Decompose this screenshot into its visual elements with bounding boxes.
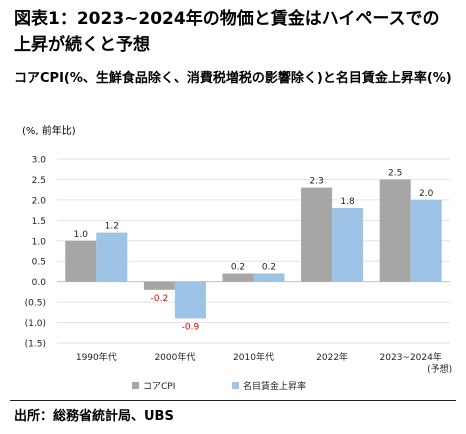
data-label: 2.0 xyxy=(419,189,434,199)
data-labels: 1.0 1.2 -0.2 -0.9 0.2 0.2 2.3 1.8 2.5 2.0 xyxy=(74,168,434,332)
y-tick-label: 2.5 xyxy=(32,176,46,186)
data-label: 0.2 xyxy=(231,262,245,272)
bar-nominal-wage-3 xyxy=(332,208,364,282)
bar-core-cpi-0 xyxy=(65,240,97,282)
y-tick-label: (1.5) xyxy=(25,340,46,350)
y-tick-label: 1.5 xyxy=(32,217,46,227)
legend-swatch xyxy=(232,382,239,389)
bar-core-cpi-4 xyxy=(379,179,411,282)
chart-subtitle: コアCPI(%、生鮮食品除く、消費税増税の影響除く)と名目賃金上昇率(%) xyxy=(14,71,452,86)
bar-nominal-wage-4 xyxy=(410,199,442,282)
y-axis-unit-label: (%, 前年比) xyxy=(22,126,76,137)
y-tick-label: 2.0 xyxy=(32,196,47,206)
data-label: 1.8 xyxy=(340,197,355,207)
data-label: 1.0 xyxy=(74,230,89,240)
bar-nominal-wage-1 xyxy=(174,281,206,319)
bar-core-cpi-2 xyxy=(222,273,254,282)
y-tick-label: (1.0) xyxy=(25,319,46,329)
footer-divider xyxy=(10,400,456,401)
bar-nominal-wage-0 xyxy=(96,232,128,282)
bar-core-cpi-3 xyxy=(301,187,333,282)
x-tick-label: 2023~2024年 xyxy=(380,351,442,363)
y-tick-label: (0.5) xyxy=(25,299,46,309)
y-tick-label: 0.0 xyxy=(32,278,47,288)
x-tick-label: 2022年 xyxy=(316,351,348,363)
bar-core-cpi-1 xyxy=(143,281,175,290)
y-tick-label: 1.0 xyxy=(32,237,47,247)
y-tick-label: 0.5 xyxy=(32,258,46,268)
legend-label: コアCPI xyxy=(143,382,175,392)
data-label: 0.2 xyxy=(262,262,276,272)
legend: コアCPI 名目賃金上昇率 xyxy=(132,380,306,392)
legend-label: 名目賃金上昇率 xyxy=(243,380,306,392)
x-tick-label: 2000年代 xyxy=(154,351,195,363)
source-note: 出所：総務省統計局、UBS xyxy=(14,409,174,424)
x-axis-ticks: 1990年代 2000年代 2010年代 2022年 2023~2024年(予想) xyxy=(76,351,452,375)
x-tick-label: 1990年代 xyxy=(76,351,117,363)
bars xyxy=(65,179,442,319)
chart-title: 図表1：2023~2024年の物価と賃金はハイペースでの上昇が続くと予想 xyxy=(14,9,440,55)
x-tick-label: 2010年代 xyxy=(233,351,274,363)
data-label: 2.5 xyxy=(388,168,402,178)
x-tick-note: (予想) xyxy=(427,363,452,375)
bar-chart: 3.0 2.5 2.0 1.5 1.0 0.5 0.0 (0.5) (1.0) (1.5) 1.0… xyxy=(25,156,453,393)
legend-swatch xyxy=(132,382,139,389)
data-label: 1.2 xyxy=(105,222,119,232)
data-label: -0.2 xyxy=(151,294,169,304)
data-label: 2.3 xyxy=(309,177,323,187)
bar-nominal-wage-2 xyxy=(253,273,285,282)
data-label: -0.9 xyxy=(182,322,200,332)
y-axis-ticks: 3.0 2.5 2.0 1.5 1.0 0.5 0.0 (0.5) (1.0) (1.5) xyxy=(25,156,47,350)
y-tick-label: 3.0 xyxy=(32,156,47,166)
